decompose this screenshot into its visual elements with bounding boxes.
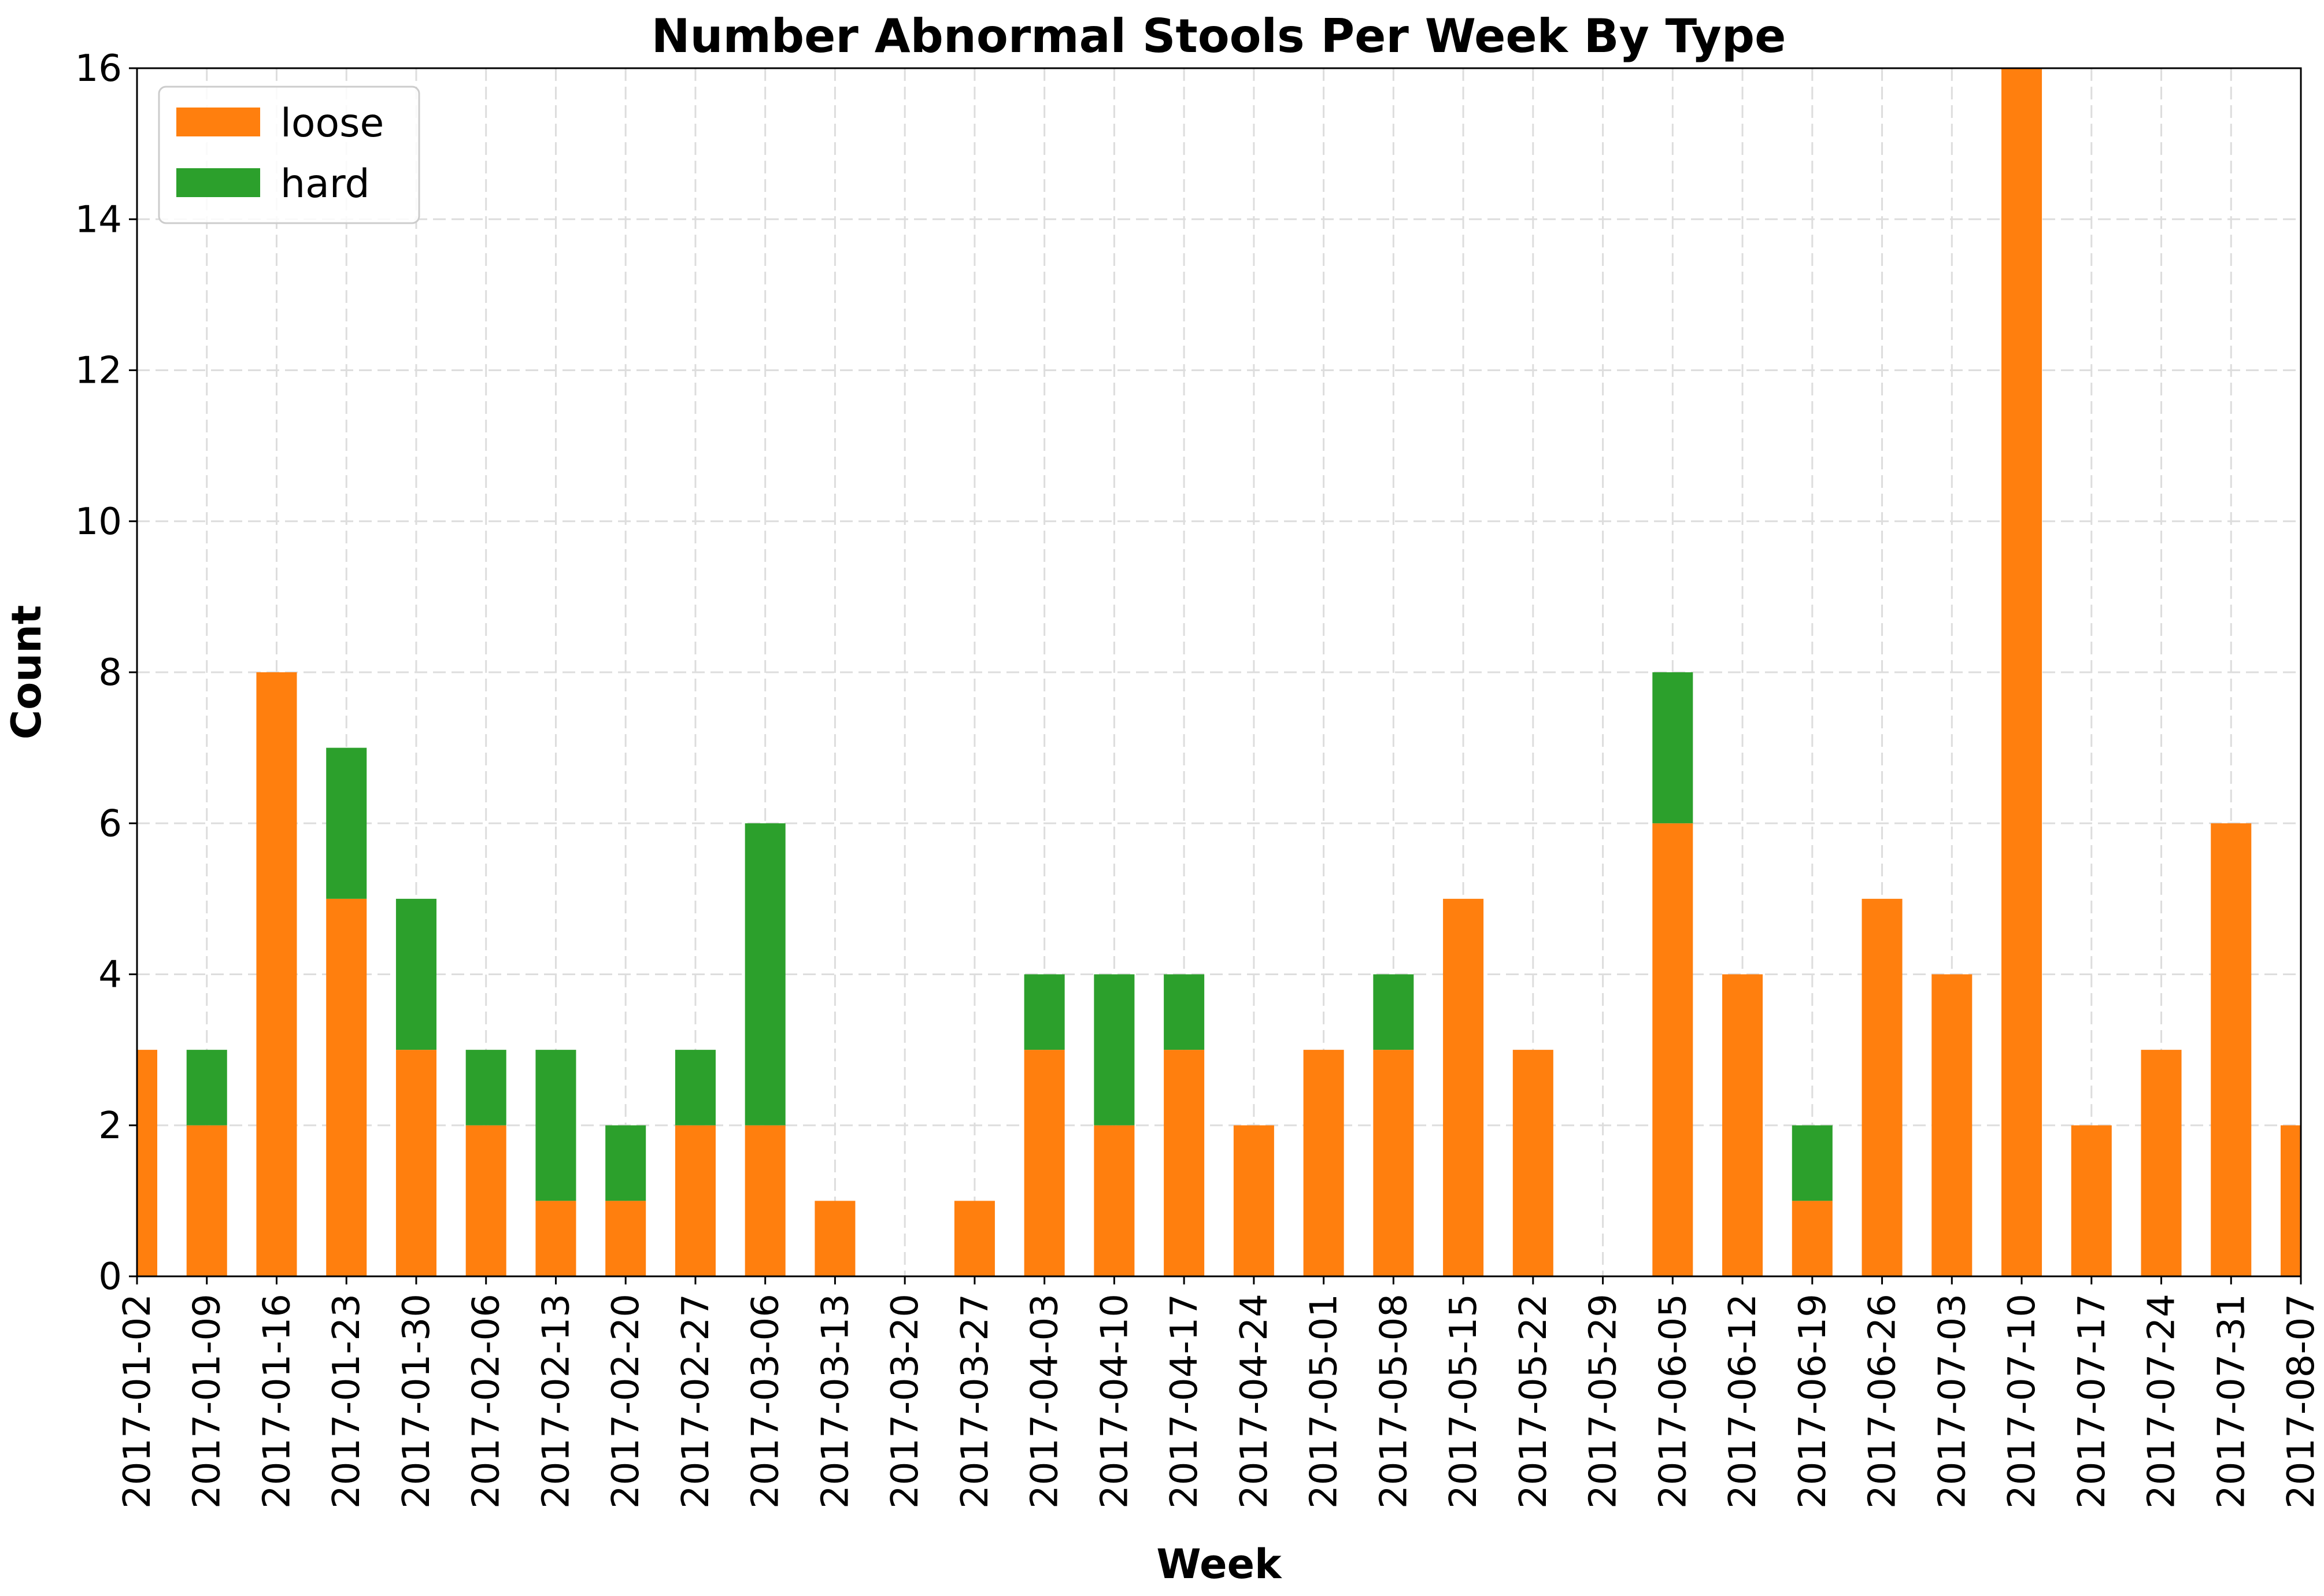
x-tick-label: 2017-05-29 <box>1582 1294 1625 1509</box>
bar-loose <box>1862 898 1903 1276</box>
x-tick-label: 2017-06-12 <box>1722 1294 1764 1509</box>
bars <box>137 68 2301 1276</box>
legend-label-hard: hard <box>280 161 370 207</box>
bar-hard <box>1652 672 1693 824</box>
chart-title: Number Abnormal Stools Per Week By Type <box>652 9 1786 63</box>
x-tick-label: 2017-06-05 <box>1652 1294 1694 1509</box>
y-tick-label: 8 <box>98 651 122 694</box>
x-tick-label: 2017-02-27 <box>675 1294 717 1509</box>
bar-loose <box>1792 1201 1833 1276</box>
x-tick-label: 2017-03-06 <box>745 1294 787 1509</box>
x-tick-label: 2017-04-03 <box>1024 1294 1067 1509</box>
x-tick-label: 2017-03-20 <box>884 1294 927 1509</box>
bar-hard <box>535 1050 576 1201</box>
bar-loose <box>1233 1125 1274 1276</box>
bar-loose <box>2141 1050 2182 1276</box>
bar-hard <box>326 747 367 899</box>
x-tick-label: 2017-07-17 <box>2071 1294 2114 1509</box>
bar-loose <box>2071 1125 2112 1276</box>
bar-loose <box>605 1201 646 1276</box>
x-tick-label: 2017-06-19 <box>1792 1294 1834 1509</box>
bar-loose <box>326 898 367 1276</box>
x-tick-label: 2017-05-15 <box>1442 1294 1485 1509</box>
bar-loose <box>1652 823 1693 1276</box>
y-tick-label: 6 <box>98 802 122 845</box>
bar-loose <box>675 1125 716 1276</box>
bar-loose <box>954 1201 995 1276</box>
y-axis-ticks: 0 2 4 6 8 10 12 14 16 <box>75 47 137 1298</box>
bar-hard <box>675 1050 716 1125</box>
bar-loose <box>815 1201 856 1276</box>
bar-loose <box>745 1125 786 1276</box>
bar-loose <box>535 1201 576 1276</box>
bar-hard <box>1094 974 1135 1125</box>
bar-loose <box>2001 68 2042 1276</box>
bar-loose <box>1094 1125 1135 1276</box>
bar-hard <box>465 1050 506 1125</box>
x-tick-label: 2017-07-10 <box>2001 1294 2044 1509</box>
x-tick-label: 2017-05-08 <box>1372 1294 1415 1509</box>
bar-loose <box>465 1125 506 1276</box>
x-tick-label: 2017-03-13 <box>814 1294 857 1509</box>
y-tick-label: 2 <box>98 1105 122 1147</box>
bar-loose <box>1024 1050 1065 1276</box>
bar-hard <box>745 823 786 1125</box>
bar-loose <box>1722 974 1763 1276</box>
y-axis-label: Count <box>3 605 50 740</box>
bar-loose <box>186 1125 227 1276</box>
x-tick-label: 2017-07-24 <box>2141 1294 2184 1509</box>
bar-loose <box>1164 1050 1205 1276</box>
x-tick-label: 2017-01-30 <box>395 1294 438 1509</box>
y-tick-label: 16 <box>75 47 122 90</box>
x-tick-label: 2017-07-03 <box>1931 1294 1974 1509</box>
x-tick-label: 2017-01-23 <box>325 1294 368 1509</box>
bar-hard <box>1792 1125 1833 1201</box>
x-axis-ticks: 2017-01-02 2017-01-09 2017-01-16 2017-01-23… <box>116 1276 2323 1509</box>
x-tick-label: 2017-04-24 <box>1233 1294 1276 1509</box>
y-tick-label: 0 <box>98 1256 122 1298</box>
y-tick-label: 4 <box>98 954 122 997</box>
bar-hard <box>395 898 436 1050</box>
bar-hard <box>605 1125 646 1201</box>
bar-loose <box>1512 1050 1553 1276</box>
bar-loose <box>256 672 297 1276</box>
grid <box>136 67 2302 1277</box>
bar-loose <box>1443 898 1484 1276</box>
legend-swatch-hard <box>176 168 260 197</box>
x-axis-label: Week <box>1156 1541 1282 1588</box>
x-tick-label: 2017-05-01 <box>1303 1294 1346 1509</box>
legend-label-loose: loose <box>280 101 384 146</box>
x-tick-label: 2017-01-16 <box>256 1294 298 1509</box>
legend-swatch-loose <box>176 108 260 136</box>
y-tick-label: 14 <box>75 198 122 241</box>
x-tick-label: 2017-01-02 <box>116 1294 159 1509</box>
bar-hard <box>1373 974 1414 1050</box>
y-tick-label: 12 <box>75 350 122 392</box>
bar-hard <box>1164 974 1205 1050</box>
x-tick-label: 2017-02-13 <box>535 1294 578 1509</box>
bar-loose <box>2211 823 2252 1276</box>
bar-loose <box>1303 1050 1344 1276</box>
y-tick-label: 10 <box>75 501 122 543</box>
x-tick-label: 2017-06-26 <box>1862 1294 1904 1509</box>
x-tick-label: 2017-02-20 <box>605 1294 647 1509</box>
bar-loose <box>137 1050 158 1276</box>
bar-loose <box>395 1050 436 1276</box>
bar-hard <box>1024 974 1065 1050</box>
x-tick-label: 2017-04-10 <box>1093 1294 1136 1509</box>
x-tick-label: 2017-02-06 <box>465 1294 508 1509</box>
x-tick-label: 2017-01-09 <box>186 1294 229 1509</box>
x-tick-label: 2017-08-07 <box>2280 1294 2323 1509</box>
bar-loose <box>1373 1050 1414 1276</box>
bar-loose <box>1931 974 1973 1276</box>
x-tick-label: 2017-03-27 <box>954 1294 997 1509</box>
legend: loose hard <box>158 86 420 224</box>
bar-hard <box>186 1050 227 1125</box>
x-tick-label: 2017-05-22 <box>1512 1294 1555 1509</box>
x-tick-label: 2017-07-31 <box>2210 1294 2253 1509</box>
bar-loose <box>2280 1125 2301 1276</box>
x-tick-label: 2017-04-17 <box>1163 1294 1206 1509</box>
